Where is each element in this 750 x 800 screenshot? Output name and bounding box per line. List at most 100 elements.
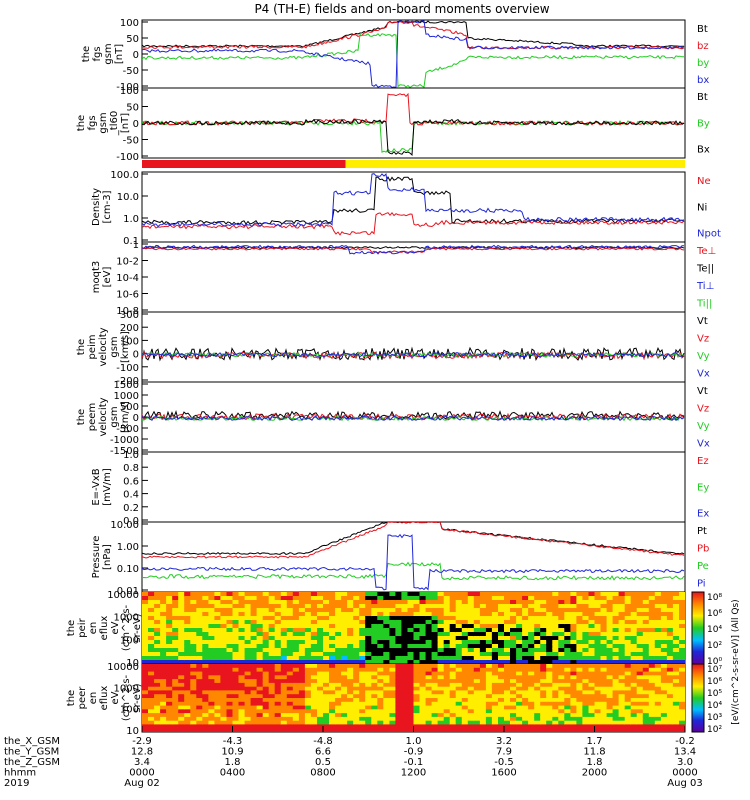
spec-cell xyxy=(624,694,632,699)
spec-cell xyxy=(220,604,227,609)
spec-cell xyxy=(666,600,674,605)
spec-cell xyxy=(654,675,662,680)
spec-cell xyxy=(238,679,246,684)
spec-cell xyxy=(371,713,378,718)
spec-cell xyxy=(516,636,523,641)
spec-cell xyxy=(238,675,246,680)
spec-cell xyxy=(618,686,626,692)
spec-cell xyxy=(636,686,644,692)
y-tick-label: -500 xyxy=(116,424,139,435)
spec-cell xyxy=(630,648,638,653)
spec-cell xyxy=(359,612,366,617)
spec-cell xyxy=(510,608,517,613)
spec-cell xyxy=(377,713,384,718)
spec-cell xyxy=(564,640,571,645)
spec-cell xyxy=(624,664,632,669)
spec-cell xyxy=(244,656,252,661)
spec-cell xyxy=(528,596,535,601)
spec-cell xyxy=(292,667,300,673)
spec-cell xyxy=(413,701,421,707)
spec-cell xyxy=(286,728,294,732)
spec-cell xyxy=(220,705,227,710)
spec-cell xyxy=(431,679,439,684)
spec-cell xyxy=(317,660,324,664)
spec-cell xyxy=(256,671,264,676)
spec-cell xyxy=(473,640,481,645)
spec-cell xyxy=(280,652,288,657)
spec-cell xyxy=(504,682,511,688)
spec-cell xyxy=(498,694,505,699)
spec-cell xyxy=(154,675,161,680)
spec-cell xyxy=(310,713,318,718)
spec-cell xyxy=(461,656,469,661)
spec-cell xyxy=(594,686,602,692)
spec-cell xyxy=(286,652,294,657)
spec-cell xyxy=(443,632,451,637)
spec-cell xyxy=(202,612,209,617)
spec-cell xyxy=(395,679,402,684)
spec-cell xyxy=(582,679,589,684)
spec-cell xyxy=(498,660,505,664)
spec-cell xyxy=(552,648,559,653)
spec-cell xyxy=(401,616,408,621)
spec-cell xyxy=(660,671,668,676)
spec-cell xyxy=(166,705,173,710)
spec-cell xyxy=(292,664,300,669)
spec-cell xyxy=(244,620,252,625)
spec-cell xyxy=(377,604,384,609)
legend-Ti⊥: Ti⊥ xyxy=(696,281,714,292)
spec-cell xyxy=(304,640,312,645)
spec-cell xyxy=(552,620,559,625)
spec-cell xyxy=(407,682,415,688)
spec-cell xyxy=(401,675,408,680)
spec-cell xyxy=(347,679,354,684)
spec-cell xyxy=(654,596,662,601)
spec-cell xyxy=(190,592,197,597)
spec-cell xyxy=(558,694,565,699)
spec-cell xyxy=(310,596,318,601)
spec-cell xyxy=(522,652,529,657)
spec-cell xyxy=(624,686,632,692)
spec-cell xyxy=(672,652,680,657)
spec-cell xyxy=(431,720,439,726)
spec-cell xyxy=(672,624,680,629)
spec-cell xyxy=(172,616,179,621)
legend-Vz: Vz xyxy=(697,334,709,345)
spec-cell xyxy=(413,636,421,641)
spec-cell xyxy=(679,640,685,645)
spec-cell xyxy=(226,713,234,718)
spec-cell xyxy=(172,636,179,641)
spec-cell xyxy=(654,624,662,629)
spec-cell xyxy=(341,667,348,673)
spec-cell xyxy=(600,636,608,641)
spec-cell xyxy=(498,701,505,707)
spec-cell xyxy=(377,596,384,601)
spec-cell xyxy=(504,620,511,625)
spec-cell xyxy=(522,705,529,710)
spec-cell xyxy=(377,636,384,641)
spec-cell xyxy=(383,660,390,664)
spec-cell xyxy=(268,608,276,613)
spec-cell xyxy=(292,640,300,645)
spec-cell xyxy=(413,656,421,661)
spec-cell xyxy=(280,596,288,601)
spec-cell xyxy=(419,716,427,722)
spec-cell xyxy=(660,709,668,714)
spec-cell xyxy=(679,608,685,613)
colorbar-tick: 10⁶ xyxy=(707,677,722,687)
spec-cell xyxy=(552,724,559,729)
spec-cell xyxy=(600,648,608,653)
spec-cell xyxy=(274,600,282,605)
spec-cell xyxy=(401,690,408,695)
spec-cell xyxy=(220,709,227,714)
spec-cell xyxy=(642,720,650,726)
spec-cell xyxy=(172,724,179,729)
spec-cell xyxy=(214,640,221,645)
spec-cell xyxy=(630,724,638,729)
spec-cell xyxy=(485,620,493,625)
spec-cell xyxy=(467,675,475,680)
spec-cell xyxy=(359,705,366,710)
spec-cell xyxy=(353,694,360,699)
spec-cell xyxy=(365,636,372,641)
spec-cell xyxy=(606,656,614,661)
